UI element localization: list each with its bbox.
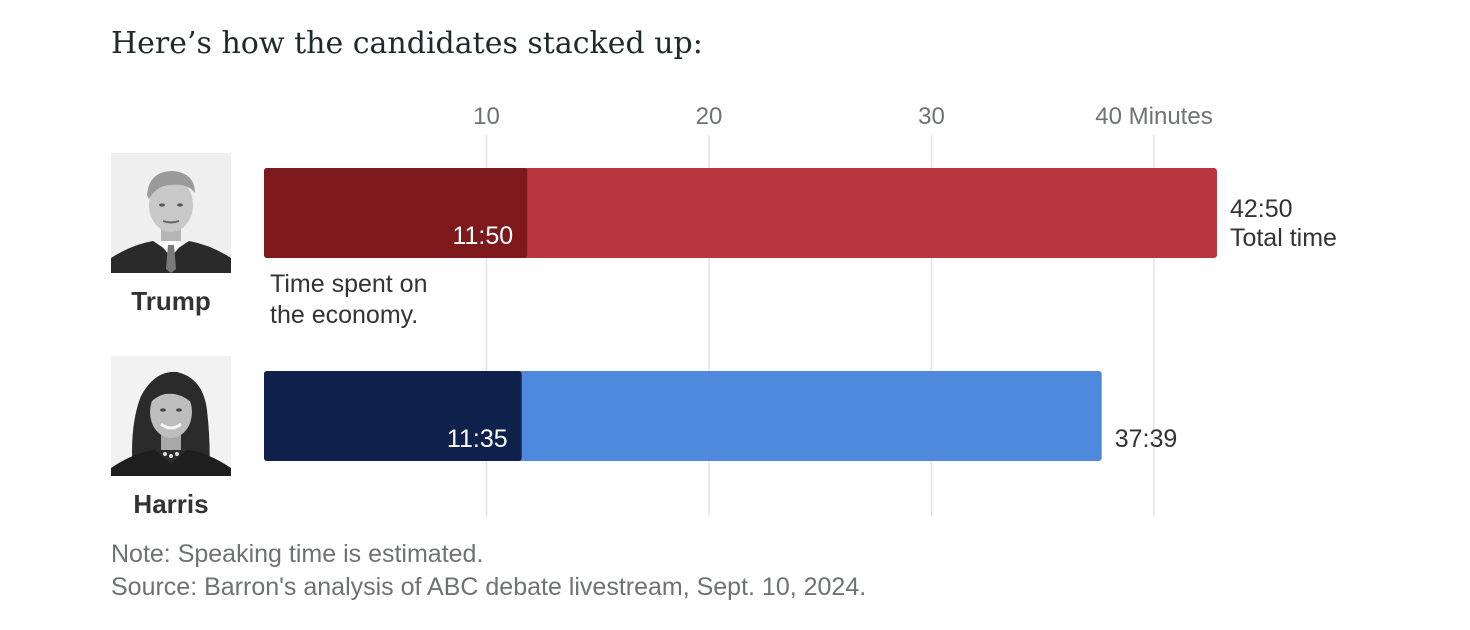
- x-tick-label-20: 20: [696, 103, 723, 130]
- trump-economy-bar: [264, 168, 528, 258]
- total-time-annotation: Total time: [1230, 224, 1337, 252]
- harris-label: Harris: [133, 489, 209, 519]
- economy-annotation-line-2: the economy.: [270, 301, 418, 329]
- trump-total-value-label: 42:50: [1230, 195, 1293, 223]
- x-tick-label-10: 10: [473, 103, 500, 130]
- economy-annotation-line-1: Time spent on: [270, 270, 427, 298]
- chart-title: Here’s how the candidates stacked up:: [111, 26, 703, 61]
- trump-economy-value-label: 11:50: [452, 222, 513, 250]
- x-tick-label-30: 30: [918, 103, 945, 130]
- x-tick-label-40: 40 Minutes: [1095, 103, 1212, 130]
- trump-label: Trump: [131, 286, 211, 316]
- harris-economy-bar: [264, 371, 522, 461]
- harris-economy-value-label: 11:35: [447, 425, 508, 453]
- chart-source: Source: Barron's analysis of ABC debate …: [111, 573, 867, 601]
- harris-total-value-label: 37:39: [1115, 425, 1178, 453]
- chart-note: Note: Speaking time is estimated.: [111, 540, 484, 568]
- trump-portrait-icon: [111, 153, 231, 273]
- harris-portrait-icon: [111, 356, 231, 476]
